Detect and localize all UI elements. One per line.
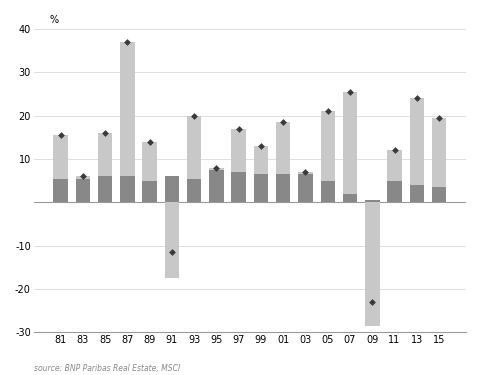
Bar	[209, 170, 223, 202]
Bar	[231, 172, 245, 202]
Point	[212, 165, 220, 171]
Point	[301, 169, 309, 175]
Bar	[298, 174, 312, 202]
Text: %: %	[49, 15, 59, 25]
Bar	[276, 122, 290, 202]
Bar	[431, 118, 445, 202]
Bar	[97, 176, 112, 203]
Point	[257, 143, 264, 149]
Bar	[231, 129, 245, 202]
Bar	[209, 168, 223, 202]
Point	[234, 126, 242, 132]
Bar	[164, 202, 179, 278]
Bar	[431, 187, 445, 202]
Bar	[386, 150, 401, 202]
Point	[390, 147, 397, 153]
Bar	[276, 174, 290, 202]
Bar	[253, 174, 268, 202]
Bar	[75, 178, 90, 203]
Bar	[409, 98, 423, 202]
Point	[368, 299, 375, 305]
Bar	[298, 172, 312, 202]
Bar	[75, 176, 90, 203]
Bar	[409, 185, 423, 202]
Point	[79, 173, 86, 179]
Bar	[97, 133, 112, 202]
Point	[412, 95, 420, 101]
Point	[123, 39, 131, 45]
Text: source: BNP Paribas Real Estate, MSCI: source: BNP Paribas Real Estate, MSCI	[34, 364, 180, 373]
Point	[346, 89, 353, 95]
Bar	[386, 181, 401, 203]
Point	[57, 132, 64, 138]
Point	[168, 249, 175, 255]
Bar	[142, 142, 156, 202]
Bar	[142, 181, 156, 203]
Bar	[53, 178, 68, 203]
Point	[434, 115, 442, 121]
Bar	[120, 42, 134, 203]
Bar	[120, 176, 134, 203]
Bar	[320, 111, 334, 202]
Bar	[187, 178, 201, 203]
Point	[190, 113, 198, 119]
Point	[279, 119, 287, 125]
Bar	[342, 194, 357, 202]
Point	[145, 139, 153, 145]
Point	[101, 130, 108, 136]
Bar	[364, 200, 379, 202]
Bar	[164, 176, 179, 203]
Bar	[53, 135, 68, 202]
Bar	[320, 181, 334, 203]
Point	[323, 108, 331, 114]
Bar	[342, 92, 357, 202]
Bar	[187, 116, 201, 202]
Bar	[253, 146, 268, 202]
Bar	[364, 202, 379, 326]
